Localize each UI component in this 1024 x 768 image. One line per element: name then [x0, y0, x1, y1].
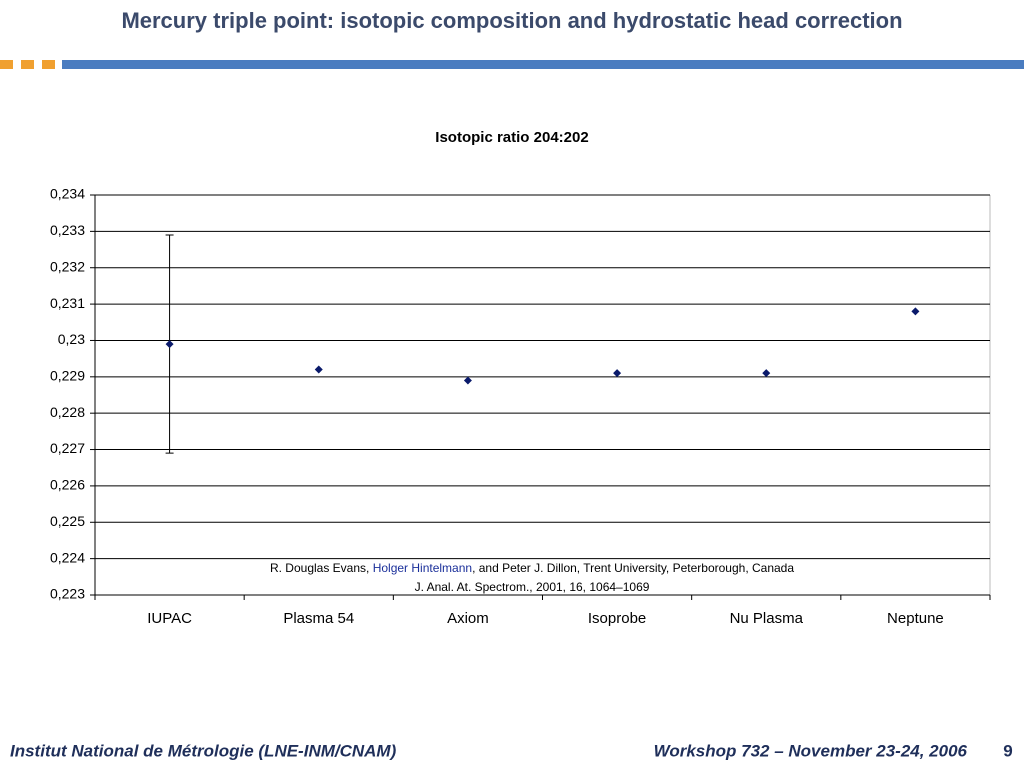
- y-tick-label: 0,233: [50, 222, 85, 238]
- y-tick-label: 0,231: [50, 295, 85, 311]
- deco: [0, 60, 13, 69]
- x-tick-label: Axiom: [447, 610, 489, 627]
- marker: [165, 340, 174, 349]
- footer-right: Workshop 732 – November 23-24, 2006: [654, 741, 968, 760]
- marker: [762, 369, 771, 378]
- y-tick-label: 0,227: [50, 440, 85, 456]
- annotation-part: , and Peter J. Dillon, Trent University,…: [472, 561, 794, 575]
- annotation: R. Douglas Evans, Holger Hintelmann, and…: [270, 561, 794, 575]
- page-number: 9: [1003, 741, 1012, 760]
- marker: [613, 369, 622, 378]
- marker: [911, 307, 920, 316]
- y-tick-label: 0,234: [50, 186, 85, 202]
- y-tick-label: 0,225: [50, 513, 85, 529]
- marker: [463, 376, 472, 385]
- annotation: J. Anal. At. Spectrom., 2001, 16, 1064–1…: [415, 580, 650, 594]
- x-tick-label: Nu Plasma: [730, 610, 804, 627]
- y-tick-label: 0,228: [50, 404, 85, 420]
- x-tick-label: IUPAC: [147, 610, 192, 627]
- annotation-part: R. Douglas Evans,: [270, 561, 373, 575]
- slide-title: Mercury triple point: isotopic compositi…: [121, 8, 902, 33]
- y-tick-label: 0,229: [50, 368, 85, 384]
- annotation-part: Holger Hintelmann: [373, 561, 472, 575]
- y-tick-label: 0,23: [58, 331, 85, 347]
- deco: [21, 60, 34, 69]
- x-tick-label: Plasma 54: [283, 610, 354, 627]
- y-tick-label: 0,232: [50, 258, 85, 274]
- x-tick-label: Isoprobe: [588, 610, 646, 627]
- footer-left: Institut National de Métrologie (LNE-INM…: [10, 741, 397, 760]
- y-tick-label: 0,223: [50, 586, 85, 602]
- deco: [42, 60, 55, 69]
- deco-bar: [62, 60, 1024, 69]
- y-tick-label: 0,226: [50, 477, 85, 493]
- chart-title: Isotopic ratio 204:202: [435, 129, 588, 146]
- y-tick-label: 0,224: [50, 549, 85, 565]
- marker: [314, 365, 323, 374]
- x-tick-label: Neptune: [887, 610, 944, 627]
